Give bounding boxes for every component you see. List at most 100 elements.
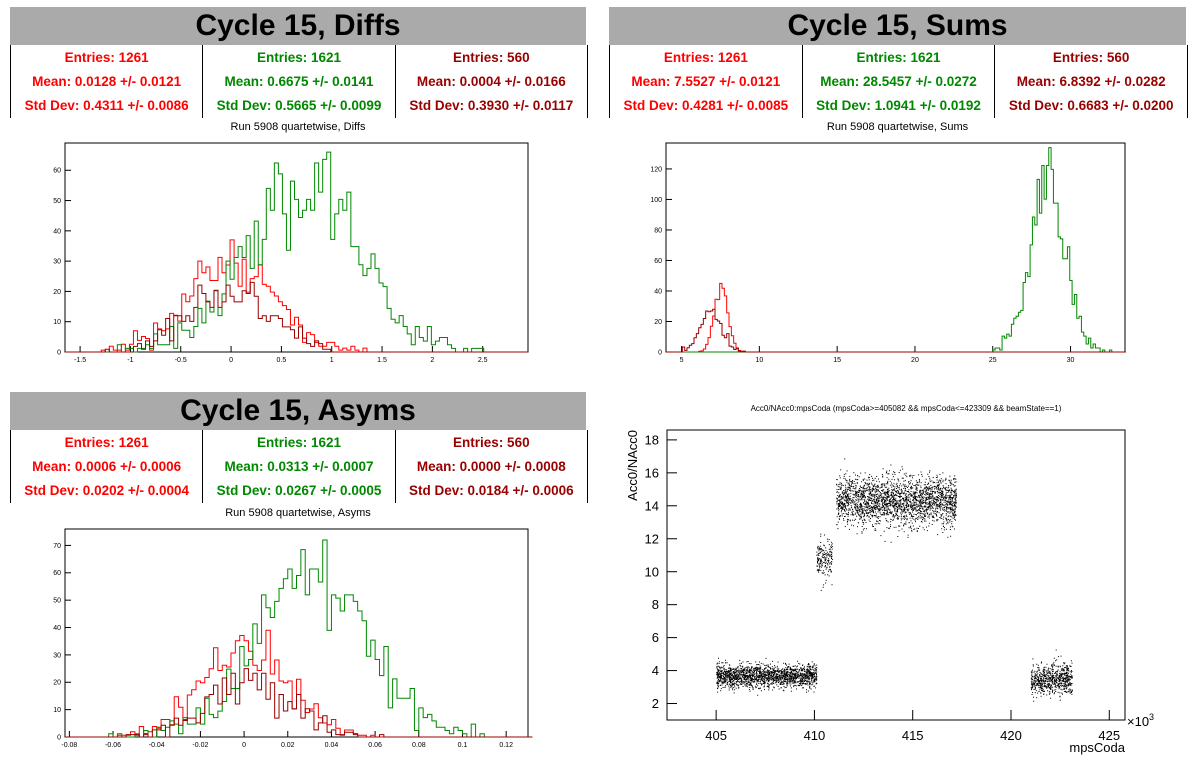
entries-label: Entries: 560 (453, 49, 530, 65)
diffs-stats-darkred: Entries: 560 Mean: 0.0004 +/- 0.0166 Std… (396, 45, 587, 118)
mean-label: Mean: 28.5457 +/- 0.0272 (820, 73, 977, 89)
y-tick-label: 60 (53, 168, 61, 175)
x-axis-multiplier-exponent: 3 (1149, 712, 1154, 722)
y-tick-label: 2 (652, 696, 659, 711)
x-tick-label: -0.5 (175, 357, 187, 364)
asyms-stats-darkred: Entries: 560 Mean: 0.0000 +/- 0.0008 Std… (396, 430, 587, 503)
y-tick-label: 20 (53, 680, 61, 687)
sums-stats-red: Entries: 1261 Mean: 7.5527 +/- 0.0121 St… (610, 45, 803, 118)
x-tick-label: 5 (680, 357, 684, 364)
x-tick-label: -0.06 (105, 742, 121, 749)
mean-label: Mean: 0.0313 +/- 0.0007 (224, 458, 374, 474)
y-tick-label: 40 (654, 288, 662, 295)
y-tick-label: 6 (652, 630, 659, 645)
entries-label: Entries: 1621 (256, 49, 342, 65)
y-tick-label: 0 (57, 734, 61, 741)
y-tick-label: 30 (53, 259, 61, 266)
y-tick-label: 16 (645, 465, 659, 480)
x-tick-label: 405 (705, 728, 727, 743)
y-tick-label: 60 (53, 570, 61, 577)
x-tick-label: 2 (430, 357, 434, 364)
sums-histogram: 5 10 15 20 25 30 0 20 40 60 80 100 120 (650, 142, 1126, 364)
asyms-title: Cycle 15, Asyms (10, 392, 586, 430)
std-label: Std Dev: 0.4311 +/- 0.0086 (24, 98, 189, 114)
x-tick-label: 0.12 (499, 742, 513, 749)
y-tick-label: 70 (53, 543, 61, 550)
y-tick-label: 4 (652, 663, 659, 678)
asyms-stats-green: Entries: 1621 Mean: 0.0313 +/- 0.0007 St… (203, 430, 396, 503)
x-tick-label: 0 (229, 357, 233, 364)
y-tick-label: 20 (654, 319, 662, 326)
histogram-series-1 (65, 151, 528, 353)
asyms-histogram: -0.08 -0.06 -0.04 -0.02 0 0.02 0.04 0.06 0.08 0.1… (53, 528, 533, 749)
x-tick-label: -0.04 (149, 742, 165, 749)
histogram-series-2 (666, 308, 1126, 353)
std-label: Std Dev: 0.6683 +/- 0.0200 (1008, 98, 1174, 114)
asyms-stats-red: Entries: 1261 Mean: 0.0006 +/- 0.0006 St… (11, 430, 204, 503)
mean-label: Mean: 7.5527 +/- 0.0121 (631, 73, 781, 89)
asyms-plot-title: Run 5908 quartetwise, Asyms (225, 507, 371, 519)
std-label: Std Dev: 0.4281 +/- 0.0085 (623, 98, 789, 114)
y-tick-label: 10 (645, 564, 659, 579)
diffs-stats-green: Entries: 1621 Mean: 0.6675 +/- 0.0141 St… (203, 45, 396, 118)
x-tick-label: 1 (330, 357, 334, 364)
y-tick-label: 30 (53, 652, 61, 659)
x-tick-label: 0.06 (368, 742, 382, 749)
std-label: Std Dev: 0.3930 +/- 0.0117 (409, 98, 574, 114)
x-tick-label: 1.5 (377, 357, 387, 364)
x-tick-label: 10 (755, 357, 763, 364)
mean-label: Mean: 0.6675 +/- 0.0141 (224, 73, 374, 89)
sums-stats-green: Entries: 1621 Mean: 28.5457 +/- 0.0272 S… (803, 45, 996, 118)
asyms-stats-table: Entries: 1261 Mean: 0.0006 +/- 0.0006 St… (10, 430, 588, 503)
x-tick-label: 0 (242, 742, 246, 749)
y-tick-label: 10 (53, 319, 61, 326)
x-tick-label: 25 (989, 357, 997, 364)
x-tick-label: 0.02 (281, 742, 295, 749)
sums-stats-darkred: Entries: 560 Mean: 6.8392 +/- 0.0282 Std… (995, 45, 1187, 118)
y-tick-label: 18 (645, 432, 659, 447)
y-tick-label: 80 (654, 227, 662, 234)
histogram-frame (64, 528, 529, 738)
x-tick-label: -0.02 (192, 742, 208, 749)
y-tick-label: 12 (645, 531, 659, 546)
sums-stats-table: Entries: 1261 Mean: 7.5527 +/- 0.0121 St… (609, 45, 1188, 118)
mean-label: Mean: 6.8392 +/- 0.0282 (1016, 73, 1166, 89)
y-tick-label: 100 (650, 197, 662, 204)
x-tick-label: -1.5 (74, 357, 86, 364)
diffs-title: Cycle 15, Diffs (10, 7, 586, 45)
x-tick-label: -0.08 (61, 742, 77, 749)
entries-label: Entries: 1621 (256, 434, 342, 450)
x-tick-label: 20 (911, 357, 919, 364)
x-tick-label: 425 (1098, 728, 1120, 743)
histogram-series-2 (65, 281, 528, 353)
x-tick-label: 30 (1067, 357, 1075, 364)
entries-label: Entries: 1261 (64, 49, 149, 65)
histogram-frame (64, 142, 529, 353)
entries-label: Entries: 560 (1052, 49, 1130, 65)
y-tick-label: 10 (53, 707, 61, 714)
scatter-title: Acc0/NAcc0:mpsCoda (mpsCoda>=405082 && m… (751, 404, 1062, 413)
diffs-plot-title: Run 5908 quartetwise, Diffs (230, 121, 366, 133)
sums-title: Cycle 15, Sums (609, 7, 1186, 45)
y-tick-label: 50 (53, 598, 61, 605)
entries-label: Entries: 560 (453, 434, 530, 450)
histogram-series-1 (65, 539, 533, 738)
diffs-stats-red: Entries: 1261 Mean: 0.0128 +/- 0.0121 St… (11, 45, 204, 118)
y-tick-label: 40 (53, 228, 61, 235)
entries-label: Entries: 1261 (663, 49, 748, 65)
y-tick-label: 8 (652, 597, 659, 612)
y-tick-label: 20 (53, 289, 61, 296)
sums-plot-title: Run 5908 quartetwise, Sums (826, 121, 969, 133)
entries-label: Entries: 1261 (64, 434, 149, 450)
mean-label: Mean: 0.0128 +/- 0.0121 (32, 73, 182, 89)
y-tick-label: 0 (658, 349, 662, 356)
std-label: Std Dev: 0.5665 +/- 0.0099 (216, 98, 382, 114)
y-tick-label: 60 (654, 258, 662, 265)
x-tick-label: 0.5 (277, 357, 287, 364)
x-tick-label: 0.1 (458, 742, 468, 749)
x-axis-multiplier: ×10 (1127, 714, 1149, 729)
diffs-stats-table: Entries: 1261 Mean: 0.0128 +/- 0.0121 St… (10, 45, 588, 118)
mean-label: Mean: 0.0006 +/- 0.0006 (32, 458, 182, 474)
std-label: Std Dev: 0.0267 +/- 0.0005 (216, 483, 382, 499)
